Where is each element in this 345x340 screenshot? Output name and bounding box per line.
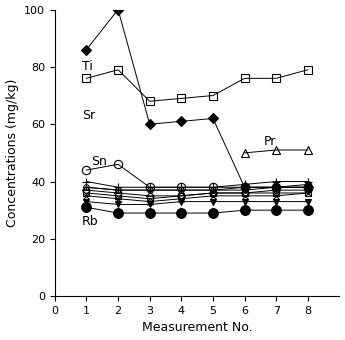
Text: Sr: Sr [82,109,95,122]
Text: Rb: Rb [82,215,98,228]
Text: Ti: Ti [82,61,92,73]
Text: Pr: Pr [264,135,276,148]
Y-axis label: Concentrations (mg/kg): Concentrations (mg/kg) [6,79,19,227]
Text: Sn: Sn [91,155,107,168]
X-axis label: Measurement No.: Measurement No. [142,321,253,335]
